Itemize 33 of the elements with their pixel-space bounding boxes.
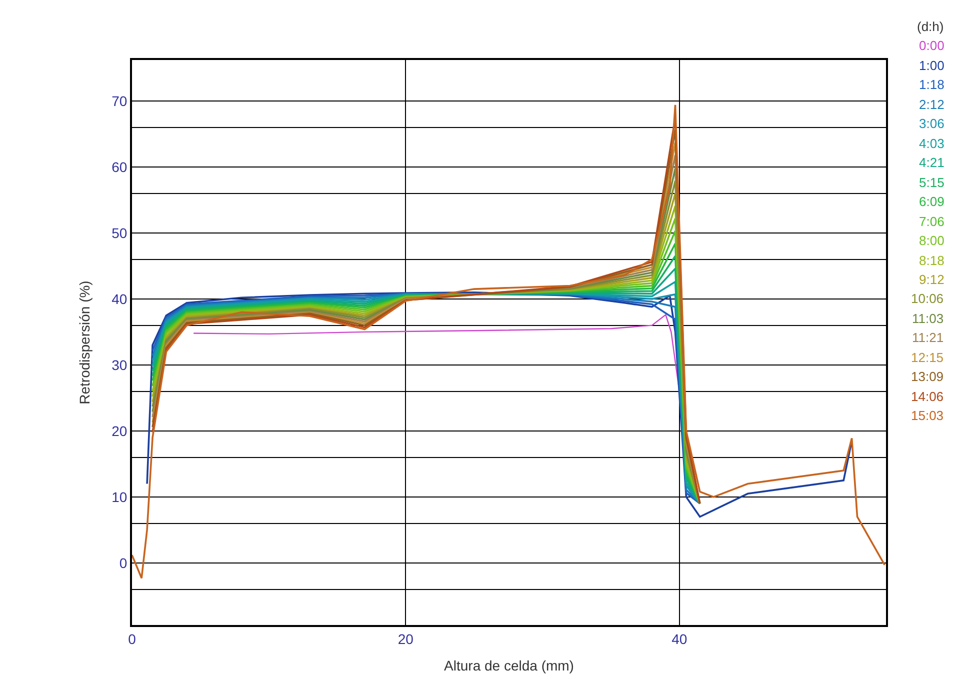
- text: 15:03: [911, 408, 944, 423]
- text: 1:18: [919, 77, 944, 92]
- x-tick-label: 40: [672, 630, 688, 647]
- text: 4:21: [919, 155, 944, 170]
- y-tick-label: 50: [112, 224, 128, 241]
- y-tick-label: 20: [112, 422, 128, 439]
- text: 10:06: [911, 291, 944, 306]
- text: 6:09: [919, 194, 944, 209]
- text: 1:00: [919, 58, 944, 73]
- text: 3:06: [919, 116, 944, 131]
- text: 11:03: [912, 311, 944, 326]
- text: 14:06: [911, 389, 944, 404]
- text: 9:12: [919, 272, 944, 287]
- text: 12:15: [911, 350, 944, 365]
- x-axis-title: Altura de celda (mm): [444, 658, 574, 674]
- text: 13:09: [911, 369, 944, 384]
- x-tick-label: 20: [398, 630, 414, 647]
- text: 7:06: [919, 214, 944, 229]
- text: 11:21: [912, 330, 944, 345]
- y-tick-label: 40: [112, 290, 128, 307]
- y-tick-label: 10: [112, 488, 128, 505]
- y-tick-label: 30: [112, 356, 128, 373]
- text: 5:15: [919, 175, 944, 190]
- text: 8:18: [919, 253, 944, 268]
- y-tick-label: 70: [112, 92, 128, 109]
- text: 0:00: [919, 38, 944, 53]
- text: 8:00: [919, 233, 944, 248]
- y-axis-title: Retrodispersión (%): [76, 280, 93, 404]
- y-tick-label: 0: [119, 554, 128, 571]
- legend-title: (d:h): [917, 19, 944, 34]
- text: 2:12: [919, 97, 944, 112]
- text: 4:03: [919, 136, 944, 151]
- y-tick-label: 60: [112, 158, 128, 175]
